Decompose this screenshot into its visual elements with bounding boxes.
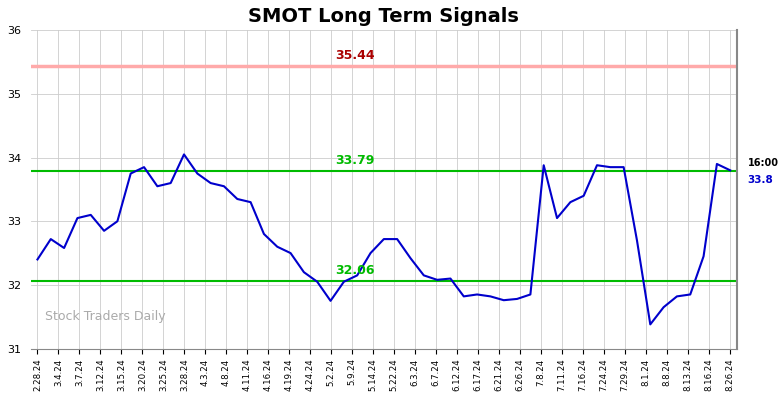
Text: Stock Traders Daily: Stock Traders Daily	[45, 310, 165, 323]
Title: SMOT Long Term Signals: SMOT Long Term Signals	[249, 7, 519, 26]
Text: 33.79: 33.79	[336, 154, 375, 167]
Text: 33.8: 33.8	[747, 175, 773, 185]
Text: 16:00: 16:00	[747, 158, 779, 168]
Text: 35.44: 35.44	[336, 49, 375, 62]
Text: 32.06: 32.06	[336, 264, 375, 277]
